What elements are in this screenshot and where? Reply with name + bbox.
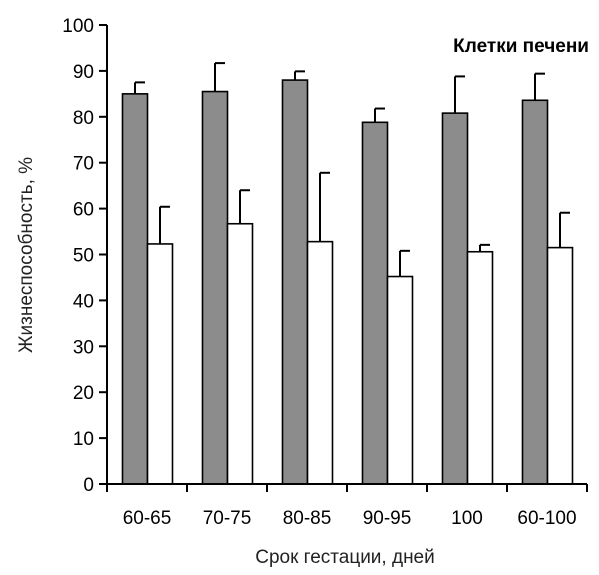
x-axis-title: Срок гестации, дней [255,547,435,568]
x-tick-label-100: 100 [451,508,483,529]
y-axis-title: Жизнеспособность, % [16,157,37,353]
y-tick-label-30: 30 [73,337,94,358]
bar-60-65-s2 [146,243,174,485]
bar-60-100-s2 [546,246,574,485]
x-tick-label-90-95: 90-95 [363,508,412,529]
y-tick-label-20: 20 [73,383,94,404]
y-tick-label-40: 40 [73,291,94,312]
y-tick-label-50: 50 [73,246,94,267]
y-tick-label-10: 10 [73,429,94,450]
bar-60-65-s1 [121,93,149,485]
y-tick-label-90: 90 [73,62,94,83]
bar-80-85-s2 [306,240,334,485]
y-tick-label-70: 70 [73,154,94,175]
x-tick-label-80-85: 80-85 [283,508,332,529]
y-tick-label-80: 80 [73,108,94,129]
bar-60-100-s1 [521,99,549,485]
y-tick-label-100: 100 [62,16,94,37]
bar-70-75-s2 [226,222,254,485]
bar-80-85-s1 [281,79,309,485]
x-tick-label-70-75: 70-75 [203,508,252,529]
bars-layer [121,62,574,485]
y-tick-label-0: 0 [83,475,94,496]
x-tick-label-60-100: 60-100 [517,508,576,529]
bar-100-s1 [441,112,469,485]
bar-70-75-s1 [201,90,229,485]
chart-title: Клетки печени [453,36,589,57]
labels-layer: 0 10 20 30 40 50 60 70 80 90 100 60-65 70-75 80-85 90-… [62,16,576,529]
bar-90-95-s2 [386,275,414,485]
y-tick-label-60: 60 [73,200,94,221]
bar-90-95-s1 [361,121,389,485]
x-tick-label-60-65: 60-65 [123,508,172,529]
axes-layer [99,24,588,492]
bar-100-s2 [466,250,494,485]
